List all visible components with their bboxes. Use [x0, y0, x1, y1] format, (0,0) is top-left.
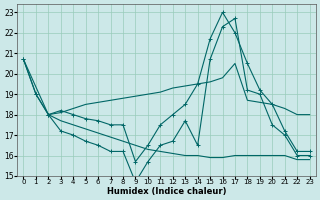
X-axis label: Humidex (Indice chaleur): Humidex (Indice chaleur): [107, 187, 226, 196]
